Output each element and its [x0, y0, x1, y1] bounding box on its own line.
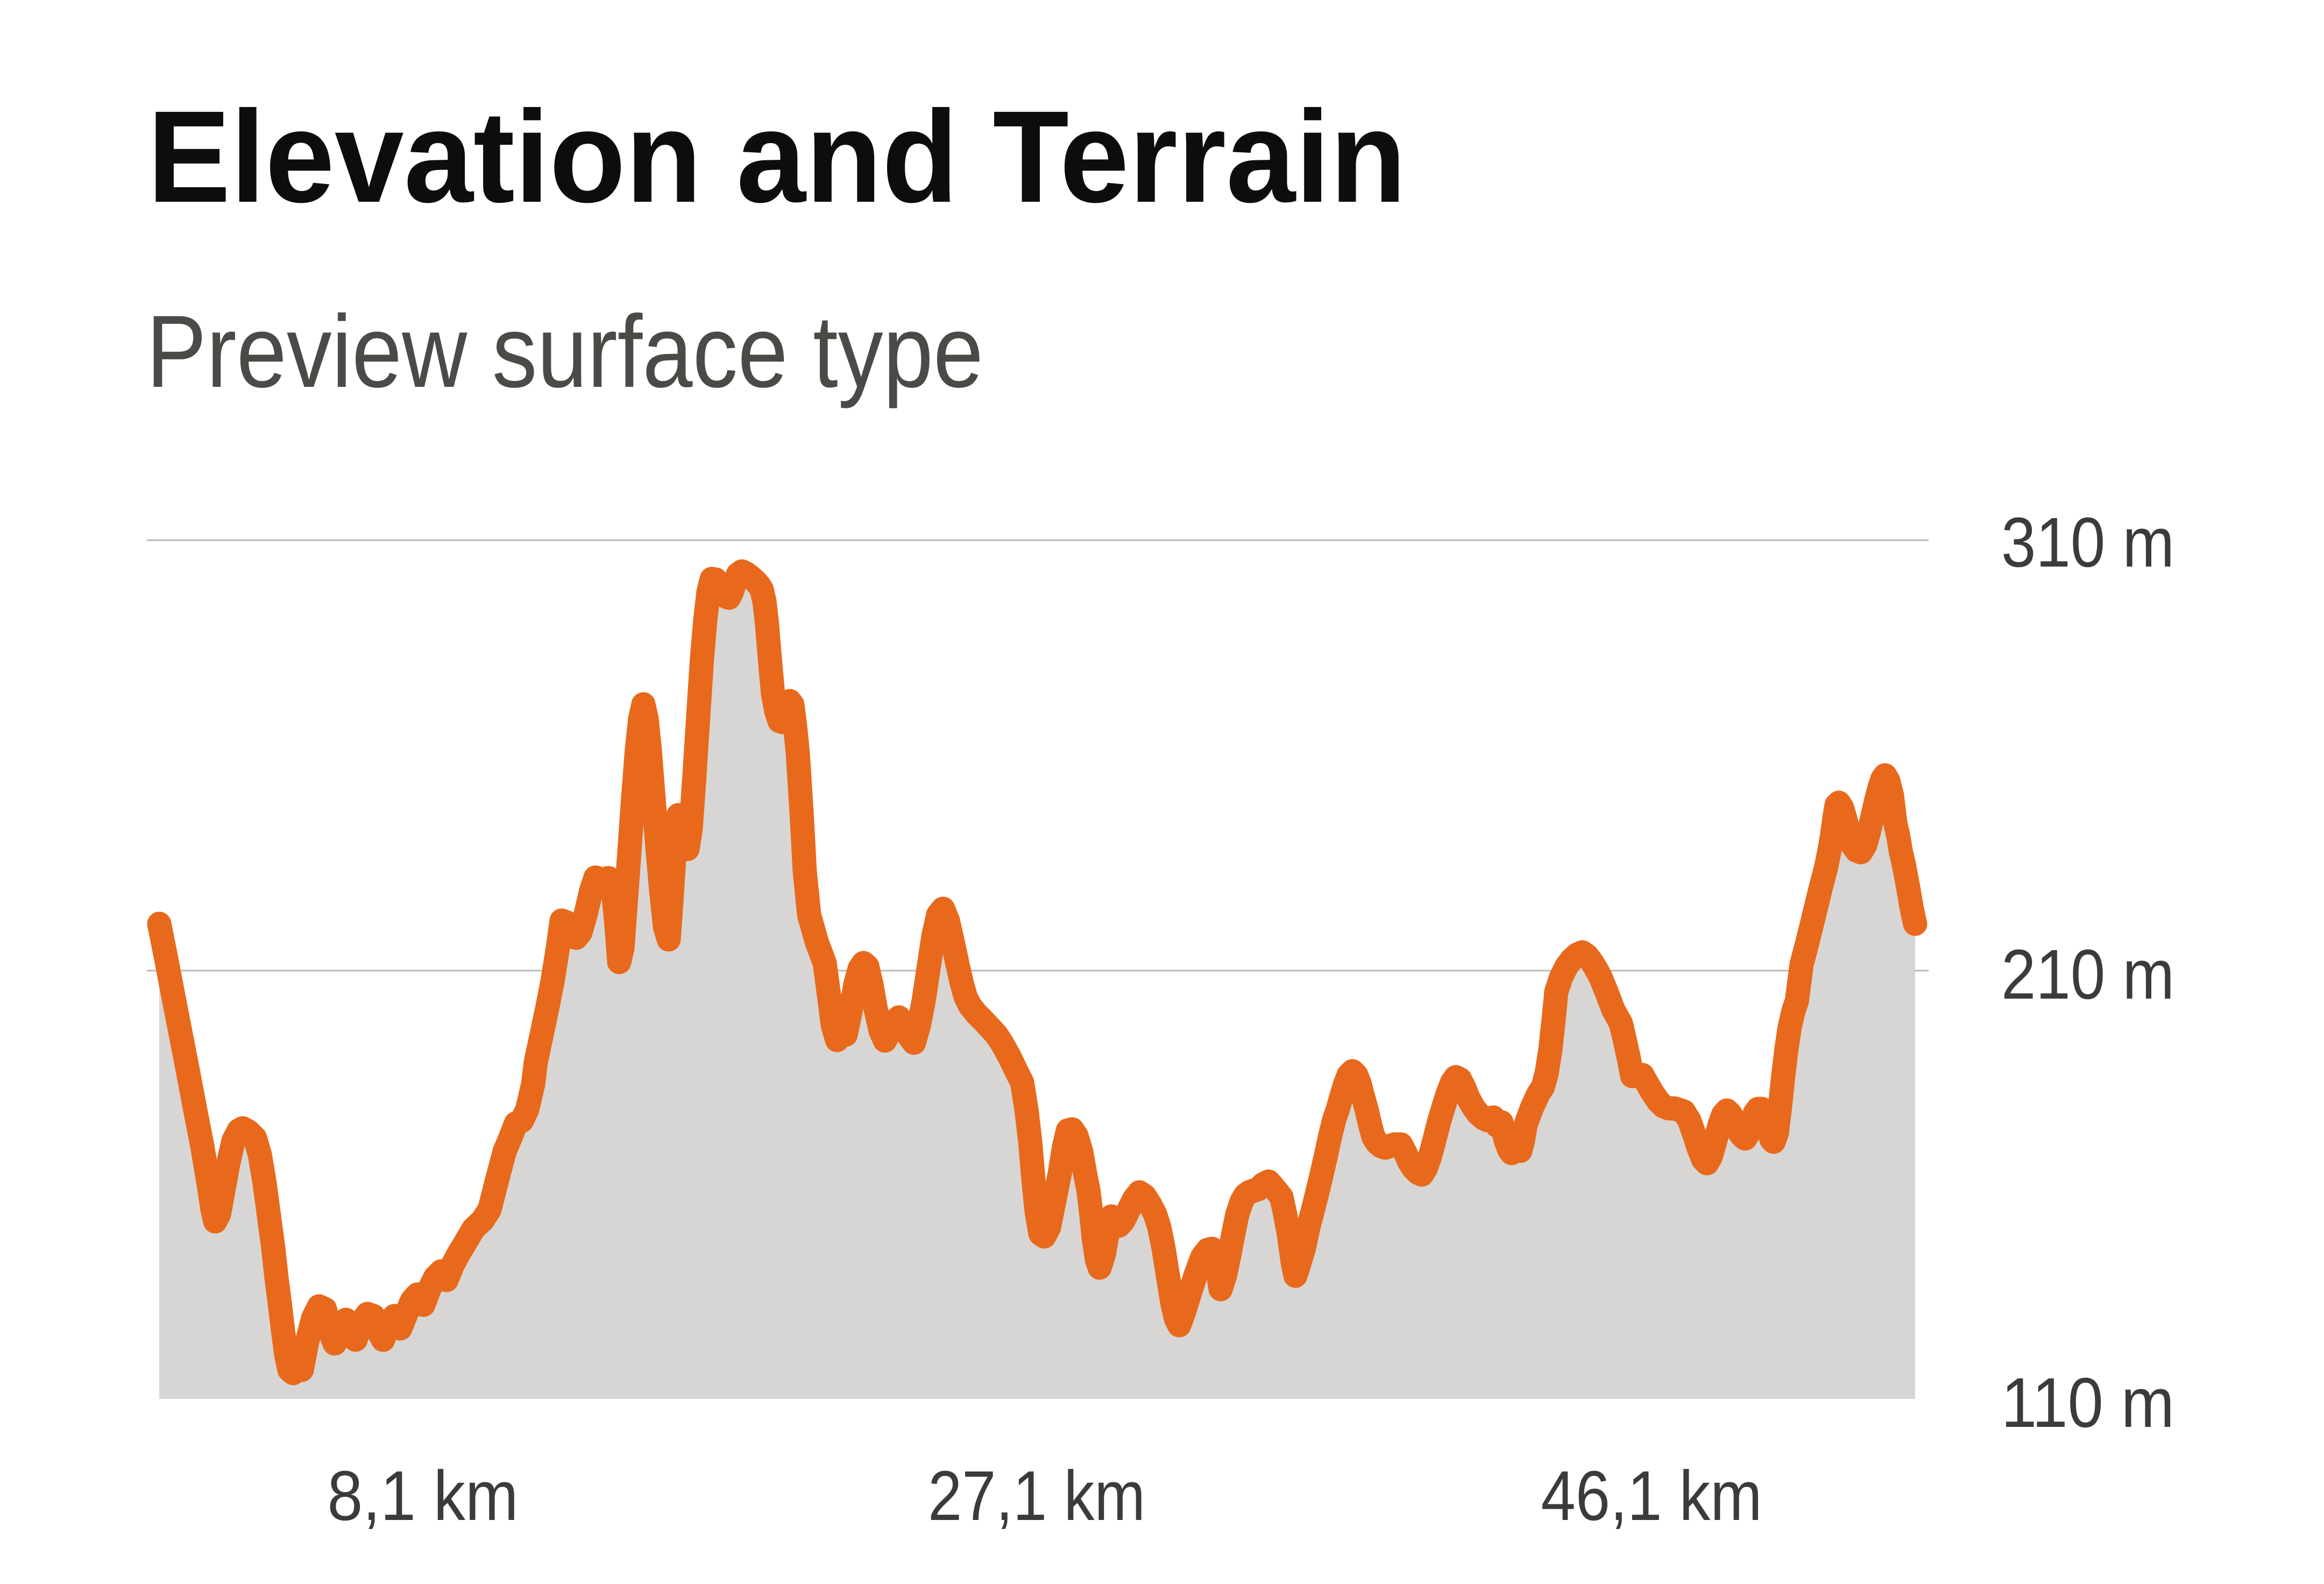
svg-text:Elevation and Terrain: Elevation and Terrain — [147, 84, 1406, 230]
svg-text:27,1 km: 27,1 km — [928, 1456, 1145, 1535]
svg-text:46,1 km: 46,1 km — [1541, 1456, 1762, 1535]
svg-text:8,1 km: 8,1 km — [328, 1456, 519, 1535]
svg-text:Preview surface type: Preview surface type — [146, 294, 983, 409]
svg-text:210 m: 210 m — [2001, 935, 2174, 1014]
svg-text:110 m: 110 m — [2001, 1363, 2174, 1442]
svg-text:310 m: 310 m — [2001, 503, 2174, 582]
